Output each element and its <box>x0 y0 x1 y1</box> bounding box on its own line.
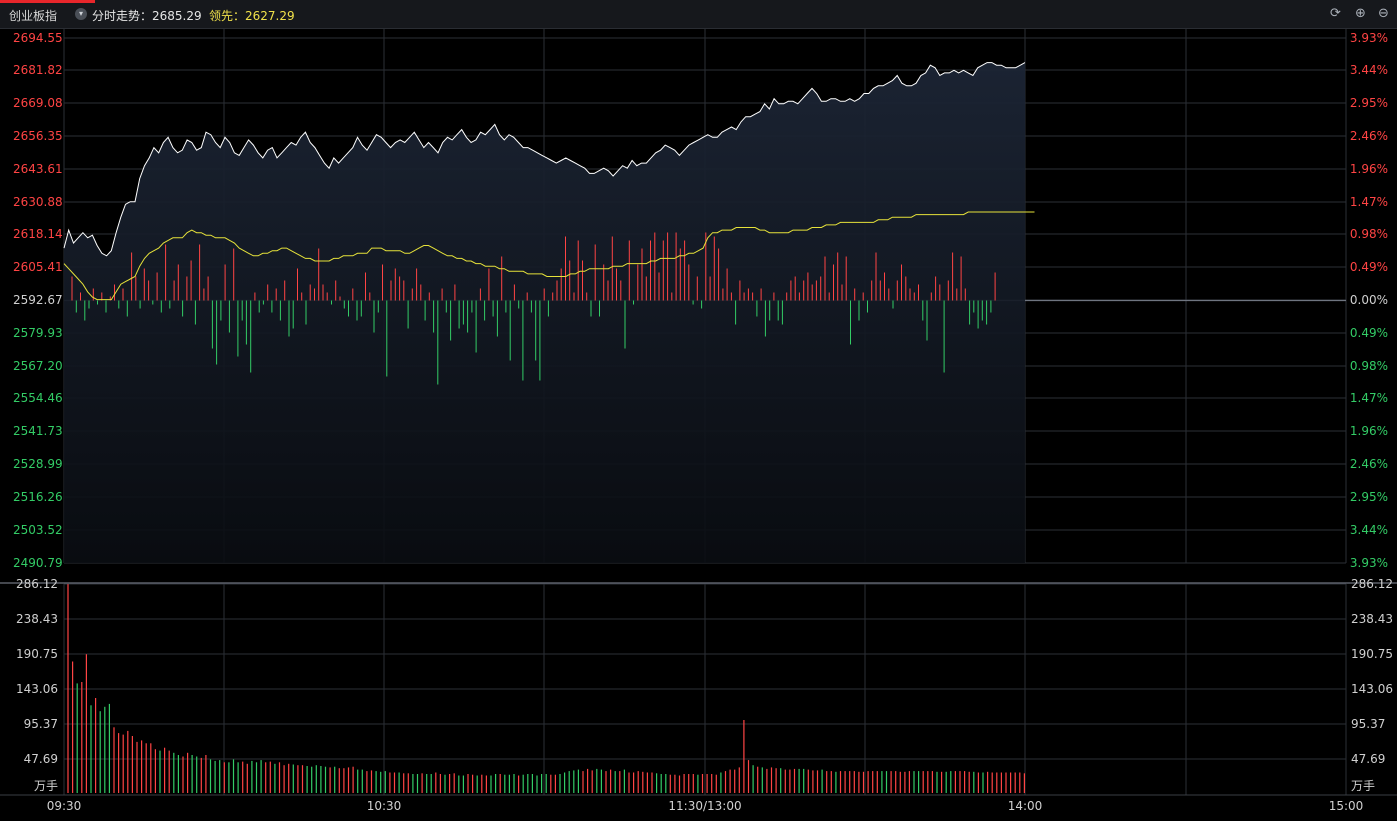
y-tick-left: 2643.61 <box>13 162 63 176</box>
y-tick-left: 2490.79 <box>13 556 63 570</box>
y-tick-right: 2.46% <box>1350 129 1388 143</box>
y-tick-right: 0.49% <box>1350 326 1388 340</box>
volume-tick-right: 143.06 <box>1351 682 1393 696</box>
y-tick-left: 2554.46 <box>13 391 63 405</box>
zoom-out-icon[interactable]: ⊖ <box>1378 6 1389 21</box>
y-tick-left: 2656.35 <box>13 129 63 143</box>
volume-tick-left: 238.43 <box>16 612 58 626</box>
y-tick-left: 2541.73 <box>13 424 63 438</box>
x-tick-label: 11:30/13:00 <box>668 799 741 813</box>
volume-tick-left: 286.12 <box>16 577 58 591</box>
y-tick-right: 2.46% <box>1350 457 1388 471</box>
price-line <box>63 62 1026 257</box>
refresh-icon[interactable]: ⟳ <box>1330 6 1341 21</box>
y-tick-left: 2528.99 <box>13 457 63 471</box>
y-tick-right: 3.44% <box>1350 63 1388 77</box>
price-lines <box>63 62 1035 301</box>
y-tick-left: 2694.55 <box>13 31 63 45</box>
x-tick-label: 15:00 <box>1329 799 1364 813</box>
volume-tick-left: 143.06 <box>16 682 58 696</box>
active-tab-indicator <box>0 0 95 3</box>
y-tick-right: 1.96% <box>1350 424 1388 438</box>
y-tick-left: 2503.52 <box>13 523 63 537</box>
y-tick-right: 3.44% <box>1350 523 1388 537</box>
trend-price-label: 分时走势：2685.29 <box>92 9 202 23</box>
y-tick-right: 0.49% <box>1350 260 1388 274</box>
y-tick-right: 1.47% <box>1350 195 1388 209</box>
y-tick-right: 2.95% <box>1350 490 1388 504</box>
y-tick-left: 2567.20 <box>13 359 63 373</box>
volume-tick-right: 238.43 <box>1351 612 1393 626</box>
y-tick-left: 2579.93 <box>13 326 63 340</box>
y-tick-right: 0.00% <box>1350 293 1388 307</box>
volume-tick-left: 95.37 <box>24 717 58 731</box>
volume-tick-right: 47.69 <box>1351 752 1385 766</box>
y-tick-right: 0.98% <box>1350 359 1388 373</box>
volume-tick-right: 190.75 <box>1351 647 1393 661</box>
volume-bars <box>67 584 1026 793</box>
volume-tick-right: 286.12 <box>1351 577 1393 591</box>
axis-labels: 2694.55 2681.82 2669.08 2656.35 2643.61 2630.… <box>13 31 1393 813</box>
chevron-down-icon[interactable]: ▾ <box>75 8 87 20</box>
leader-line <box>63 211 1035 301</box>
y-tick-left: 2592.67 <box>13 293 63 307</box>
y-tick-left: 2669.08 <box>13 96 63 110</box>
y-tick-left: 2618.14 <box>13 227 63 241</box>
y-tick-right: 0.98% <box>1350 227 1388 241</box>
y-tick-right: 1.96% <box>1350 162 1388 176</box>
chart-toolbar: 创业板指 ▾ 分时走势：2685.29 领先：2627.29 ⟳ ⊕ ⊖ <box>0 0 1397 29</box>
x-tick-label: 10:30 <box>367 799 402 813</box>
y-tick-right: 1.47% <box>1350 391 1388 405</box>
y-tick-left: 2681.82 <box>13 63 63 77</box>
y-tick-right: 3.93% <box>1350 31 1388 45</box>
volume-tick-right: 95.37 <box>1351 717 1385 731</box>
price-area <box>64 62 1025 563</box>
y-tick-right: 3.93% <box>1350 556 1388 570</box>
y-tick-left: 2516.26 <box>13 490 63 504</box>
leader-price-label: 领先：2627.29 <box>209 9 295 23</box>
volume-tick-left: 47.69 <box>24 752 58 766</box>
y-tick-left: 2630.88 <box>13 195 63 209</box>
volume-unit-right: 万手 <box>1351 779 1375 793</box>
index-title[interactable]: 创业板指 <box>9 9 58 23</box>
x-tick-label: 14:00 <box>1008 799 1043 813</box>
price-area-fill <box>64 62 1025 563</box>
volume-tick-left: 190.75 <box>16 647 58 661</box>
volume-unit-left: 万手 <box>34 779 58 793</box>
y-tick-right: 2.95% <box>1350 96 1388 110</box>
zoom-in-icon[interactable]: ⊕ <box>1355 6 1366 21</box>
y-tick-left: 2605.41 <box>13 260 63 274</box>
x-tick-label: 09:30 <box>47 799 82 813</box>
breadth-bars <box>71 232 996 385</box>
